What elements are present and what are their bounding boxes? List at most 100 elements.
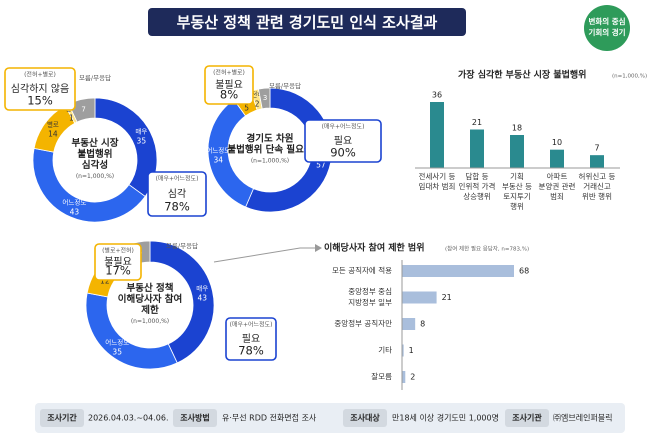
- callout-name: 심각하지 않음: [11, 82, 69, 95]
- segment-value: 43: [70, 208, 80, 217]
- callout-box: [204, 65, 254, 105]
- value-label: 10: [552, 138, 562, 147]
- callout-name: 심각: [168, 188, 186, 200]
- segment-value: 2: [255, 100, 260, 109]
- callout-note: (매우+어느정도): [322, 123, 365, 131]
- bar: [430, 102, 444, 168]
- footer-value: 유·무선 RDD 전화면접 조사: [222, 413, 317, 423]
- bar: [402, 265, 514, 277]
- value-label: 68: [519, 267, 529, 276]
- callout-value: 15%: [27, 94, 53, 108]
- segment-name: 모름/무응답: [166, 242, 198, 250]
- value-label: 2: [410, 373, 415, 382]
- connector: [213, 247, 315, 263]
- bar: [590, 155, 604, 168]
- value-label: 36: [432, 91, 442, 100]
- callout-note: (매우+어느정도): [230, 321, 273, 329]
- value-label: 21: [442, 293, 452, 302]
- callout-box: [147, 171, 207, 217]
- segment-value: 1: [69, 114, 74, 123]
- segment-value: 57: [316, 160, 326, 169]
- segment-value: 35: [112, 347, 122, 356]
- segment-value: 34: [214, 156, 224, 165]
- footer-chip: [40, 409, 84, 427]
- callout-value: 78%: [164, 200, 190, 214]
- callout-name: 불필요: [215, 79, 243, 91]
- footer-value: 2026.04.03.~04.06.: [88, 414, 169, 423]
- callout-box: [304, 119, 382, 163]
- segment-value: 3: [263, 94, 267, 102]
- segment-value: 7: [81, 105, 85, 113]
- donut-title: 부동산 정책 이해당사자 참여 제한: [118, 282, 183, 316]
- chart-subtitle: (참여 제한 필요 응답자, n=783,%): [445, 245, 529, 253]
- x-tick-label: 아파트 분양권 관련 범죄: [539, 171, 576, 201]
- value-label: 7: [594, 144, 599, 153]
- y-tick-label: 중앙정부 공직자만: [334, 318, 392, 328]
- donut-center: [55, 120, 135, 200]
- logo-text: 기회의 경기: [588, 27, 625, 37]
- callout-name: 필요: [242, 333, 260, 345]
- donut-subtitle: (n=1,000,%): [76, 173, 114, 180]
- footer-label: 조사기간: [47, 413, 77, 423]
- segment-value: 5: [244, 104, 249, 113]
- footer-label: 조사기관: [512, 413, 542, 423]
- segment-name: 모름/무응답: [79, 74, 111, 82]
- segment-name: 모름/무응답: [269, 82, 301, 90]
- bar: [402, 291, 437, 304]
- segment-name: 어느정도: [206, 146, 230, 155]
- chart-title: 가장 심각한 부동산 시장 불법행위: [458, 69, 586, 81]
- value-label: 18: [512, 124, 522, 133]
- segment-value: 35: [137, 136, 147, 145]
- callout-note: (매우+어느정도): [156, 175, 199, 183]
- x-tick-label: 기획 부동산 등 토지투기 행위: [502, 171, 532, 211]
- y-tick-label: 중앙정부 중심 지방정부 일부: [348, 286, 392, 307]
- segment-name: 매우: [135, 127, 147, 135]
- value-label: 8: [420, 320, 425, 329]
- bar: [402, 371, 406, 383]
- chart-title: 이해당사자 참여 제한 범위: [324, 242, 424, 254]
- footer-chip: [505, 409, 549, 427]
- logo-text: 변화의 중심: [588, 16, 625, 26]
- callout-value: 90%: [330, 146, 356, 160]
- callout-note: (전혀+별로): [213, 69, 245, 77]
- bar: [510, 135, 524, 168]
- segment-name: 전혀: [251, 90, 263, 99]
- callout-box: [4, 67, 76, 111]
- footer-chip: [343, 409, 387, 427]
- header-box: [148, 8, 466, 36]
- chart-subtitle: (n=1,000,%): [612, 74, 647, 80]
- y-tick-label: 잘모름: [371, 372, 392, 381]
- segment-name: 별로: [47, 119, 59, 128]
- callout-value: 78%: [238, 344, 264, 358]
- logo: [584, 5, 630, 51]
- donut-subtitle: (n=1,000,%): [131, 318, 169, 325]
- segment-name: 어느정도: [105, 337, 129, 346]
- segment-name: 매우: [196, 284, 208, 292]
- footer-value: ㈜엠브레인퍼블릭: [553, 413, 613, 423]
- segment-name: 어느정도: [62, 198, 86, 207]
- connector-arrow: [315, 244, 322, 252]
- donut-center: [230, 110, 310, 190]
- bar: [402, 318, 416, 330]
- donut-subtitle: (n=1,000,%): [251, 158, 289, 165]
- footer-chip: [173, 409, 217, 427]
- segment-value: 43: [197, 293, 207, 302]
- callout-value: 17%: [105, 264, 131, 278]
- x-tick-label: 허위신고 등 거래신고 위반 행위: [579, 172, 616, 201]
- value-label: 21: [472, 118, 482, 127]
- segment-value: 12: [100, 276, 110, 285]
- bar: [470, 129, 484, 168]
- donut-center: [109, 264, 191, 346]
- value-label: 1: [409, 346, 414, 355]
- callout-note: (전혀+별로): [24, 71, 56, 79]
- donut-title: 부동산 시장 불법행위 심각성: [71, 137, 118, 171]
- y-tick-label: 기타: [378, 346, 392, 355]
- donut-segment: [258, 87, 271, 110]
- callout-value: 8%: [220, 88, 238, 102]
- header-title: 부동산 정책 관련 경기도민 인식 조사결과: [177, 14, 438, 32]
- x-tick-label: 담합 등 인위적 가격 상승행위: [459, 171, 496, 201]
- callout-name: 불필요: [104, 256, 132, 268]
- callout-box: [94, 243, 142, 281]
